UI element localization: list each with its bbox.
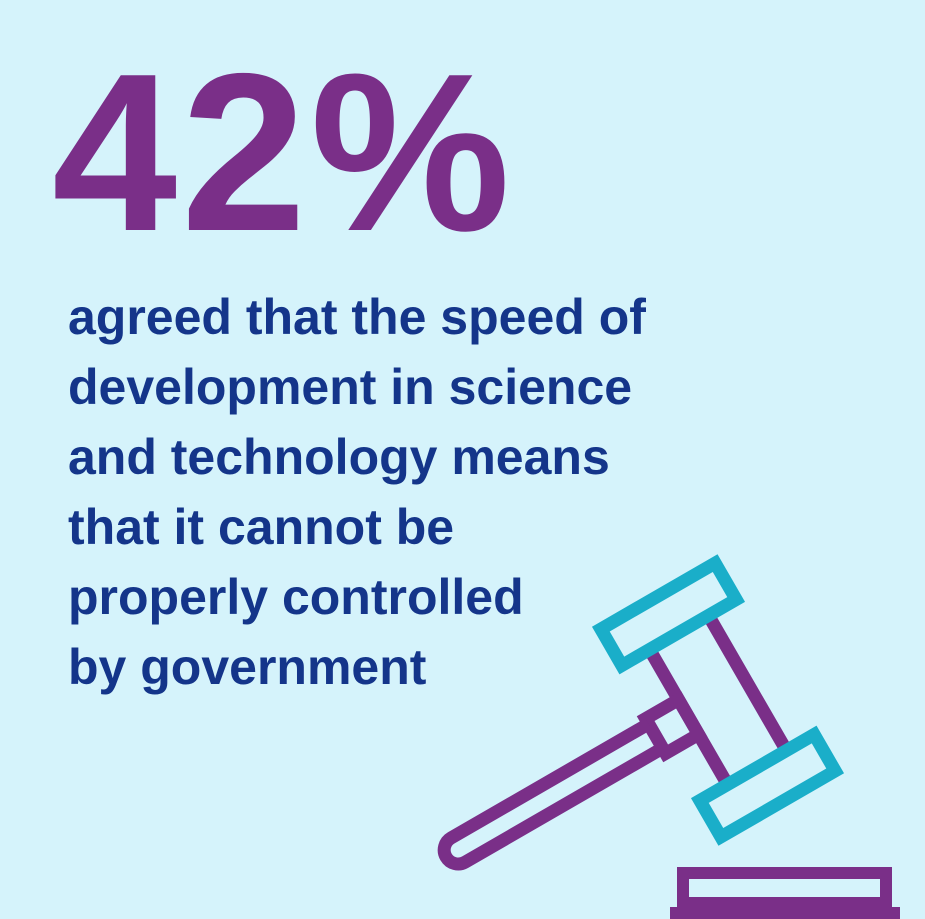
caption-line: agreed that the speed of <box>68 289 646 345</box>
caption: agreed that the speed of development in s… <box>68 282 646 702</box>
caption-line: that it cannot be <box>68 499 455 555</box>
caption-line: development in science <box>68 359 633 415</box>
caption-line: and technology means <box>68 429 610 485</box>
caption-line: properly controlled <box>68 569 524 625</box>
stat: 42% <box>52 26 515 278</box>
caption-line: by government <box>68 639 427 695</box>
